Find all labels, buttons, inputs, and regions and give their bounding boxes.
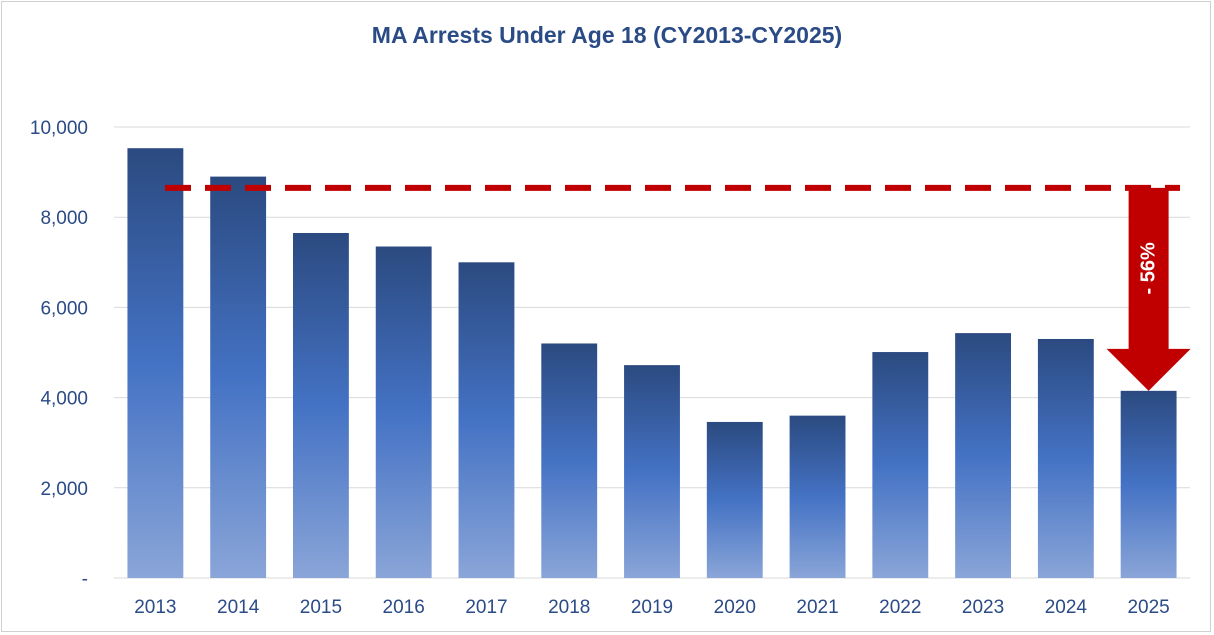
y-tick-label: 8,000	[40, 208, 88, 229]
y-tick-label: 2,000	[40, 479, 88, 500]
bar-2022	[872, 352, 929, 578]
chart-title: MA Arrests Under Age 18 (CY2013-CY2025)	[371, 22, 843, 48]
bar-2017	[458, 262, 515, 578]
bar-2018	[541, 343, 598, 578]
bar-2019	[624, 365, 680, 578]
x-tick-label: 2018	[548, 597, 590, 618]
x-tick-label: 2023	[962, 597, 1004, 618]
bar-2016	[375, 246, 432, 578]
x-tick-label: 2022	[879, 597, 921, 618]
x-tick-label: 2024	[1045, 597, 1088, 618]
x-tick-label: 2016	[383, 597, 425, 618]
x-tick-label: 2014	[217, 597, 260, 618]
bar-2021	[789, 415, 846, 578]
x-tick-label: 2015	[300, 597, 342, 618]
x-tick-label: 2025	[1127, 597, 1169, 618]
bar-2024	[1037, 338, 1094, 578]
bar-2013	[127, 148, 184, 578]
x-tick-label: 2017	[465, 597, 507, 618]
x-tick-label: 2019	[631, 597, 673, 618]
bar-2015	[292, 232, 349, 579]
decrease-arrow	[1106, 187, 1191, 391]
bar-2025	[1120, 390, 1177, 578]
bar-2014	[210, 176, 267, 579]
y-tick-label: 4,000	[40, 389, 88, 410]
decrease-label: - 56%	[1138, 242, 1160, 294]
x-tick-label: 2020	[714, 597, 756, 618]
y-tick-label: -	[82, 569, 88, 590]
bar-2023	[955, 333, 1012, 578]
x-tick-label: 2013	[134, 597, 176, 618]
y-tick-label: 6,000	[40, 298, 88, 319]
y-tick-label: 10,000	[30, 118, 88, 139]
bar-2020	[706, 421, 763, 578]
x-tick-label: 2021	[796, 597, 838, 618]
